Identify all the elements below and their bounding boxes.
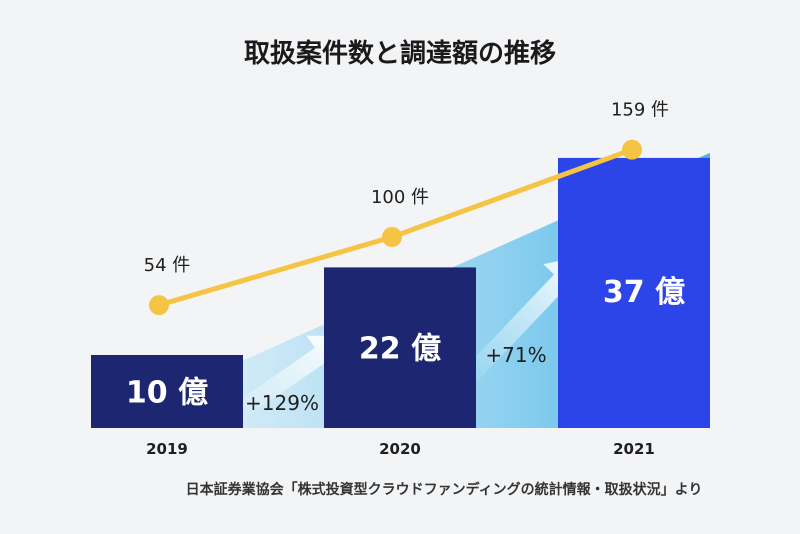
- year-label-2021: 2021: [613, 440, 655, 458]
- labels: 2019 2020 2021 10 億 22 億 37 億 54 件 100 件 159 件 +1…: [126, 100, 685, 458]
- growth-arrows: [232, 256, 584, 420]
- count-point-2019: [149, 295, 169, 316]
- bar-2021: [558, 157, 710, 428]
- source-note: 日本証券業協会「株式投資型クラウドファンディングの統計情報・取扱状況」より: [186, 481, 703, 498]
- growth-arrow-1: [232, 335, 348, 420]
- growth-label-2: +71%: [485, 343, 546, 367]
- growth-arrow-2: [463, 256, 584, 383]
- year-label-2020: 2020: [379, 440, 421, 458]
- bar-value-label-2019: 10 億: [126, 376, 208, 411]
- bar-value-label-2020: 22 億: [359, 332, 441, 367]
- count-point-2021: [622, 139, 642, 160]
- growth-label-1: +129%: [245, 391, 319, 415]
- count-line: [149, 139, 642, 316]
- count-point-2020: [382, 227, 402, 247]
- year-label-2019: 2019: [146, 440, 188, 458]
- bar-2020: [324, 267, 476, 428]
- count-value-label-2020: 100 件: [371, 187, 429, 208]
- chart-title: 取扱案件数と調達額の推移: [244, 38, 556, 69]
- count-value-label-2021: 159 件: [611, 100, 669, 121]
- bars: [91, 157, 710, 428]
- count-value-label-2019: 54 件: [144, 255, 191, 276]
- bar-2019: [91, 355, 243, 428]
- bar-value-label-2021: 37 億: [603, 275, 685, 310]
